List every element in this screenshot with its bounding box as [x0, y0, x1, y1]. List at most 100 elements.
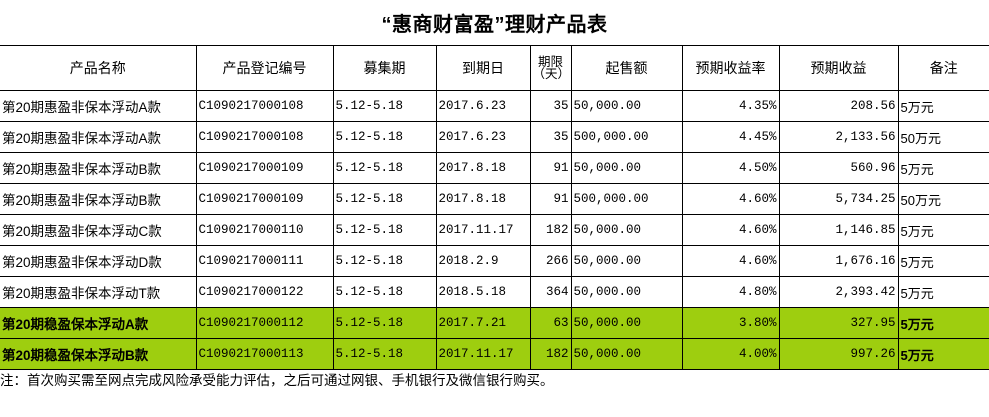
cell-note[interactable]: 5万元	[897, 90, 989, 122]
cell-expected-yield[interactable]: 2,393.42	[778, 276, 899, 308]
cell-due-date[interactable]: 2017.8.18	[435, 183, 531, 215]
cell-expected-yield[interactable]: 208.56	[778, 90, 899, 122]
cell-term[interactable]: 91	[529, 183, 572, 215]
table-row[interactable]: 第20期稳盈保本浮动B款 C1090217000113 5.12-5.18 2017.…	[0, 338, 989, 370]
cell-note[interactable]: 5万元	[897, 276, 989, 308]
cell-expected-yield[interactable]: 2,133.56	[778, 121, 899, 153]
cell-raise-period[interactable]: 5.12-5.18	[332, 214, 437, 246]
cell-expected-rate[interactable]: 3.80%	[681, 307, 780, 339]
cell-note[interactable]: 50万元	[897, 121, 989, 153]
cell-raise-period[interactable]: 5.12-5.18	[332, 307, 437, 339]
column-header-product-code[interactable]: 产品登记编号	[195, 45, 334, 91]
cell-term[interactable]: 91	[529, 152, 572, 184]
cell-term[interactable]: 35	[529, 90, 572, 122]
cell-code[interactable]: C1090217000109	[195, 183, 334, 215]
column-header-note[interactable]: 备注	[897, 45, 989, 91]
cell-expected-yield[interactable]: 1,146.85	[778, 214, 899, 246]
cell-due-date[interactable]: 2017.6.23	[435, 90, 531, 122]
cell-expected-yield[interactable]: 327.95	[778, 307, 899, 339]
cell-note[interactable]: 5万元	[897, 245, 989, 277]
cell-term[interactable]: 63	[529, 307, 572, 339]
cell-name[interactable]: 第20期惠盈非保本浮动D款	[0, 245, 197, 277]
column-header-product-name[interactable]: 产品名称	[0, 45, 197, 91]
cell-expected-yield[interactable]: 560.96	[778, 152, 899, 184]
cell-min-amount[interactable]: 50,000.00	[570, 338, 683, 370]
cell-min-amount[interactable]: 50,000.00	[570, 245, 683, 277]
cell-term[interactable]: 35	[529, 121, 572, 153]
table-row[interactable]: 第20期惠盈非保本浮动T款 C1090217000122 5.12-5.18 2018…	[0, 276, 989, 308]
cell-code[interactable]: C1090217000108	[195, 121, 334, 153]
table-row[interactable]: 第20期稳盈保本浮动A款 C1090217000112 5.12-5.18 2017.…	[0, 307, 989, 339]
cell-min-amount[interactable]: 50,000.00	[570, 276, 683, 308]
cell-expected-rate[interactable]: 4.45%	[681, 121, 780, 153]
cell-raise-period[interactable]: 5.12-5.18	[332, 338, 437, 370]
column-header-term[interactable]: 期限 （天）	[529, 45, 572, 91]
table-row[interactable]: 第20期惠盈非保本浮动A款 C1090217000108 5.12-5.18 2017…	[0, 90, 989, 122]
cell-expected-yield[interactable]: 997.26	[778, 338, 899, 370]
cell-code[interactable]: C1090217000108	[195, 90, 334, 122]
cell-due-date[interactable]: 2017.8.18	[435, 152, 531, 184]
cell-code[interactable]: C1090217000109	[195, 152, 334, 184]
cell-expected-rate[interactable]: 4.60%	[681, 214, 780, 246]
cell-name[interactable]: 第20期稳盈保本浮动A款	[0, 307, 197, 339]
column-header-expected-rate[interactable]: 预期收益率	[681, 45, 780, 91]
cell-expected-rate[interactable]: 4.00%	[681, 338, 780, 370]
cell-code[interactable]: C1090217000113	[195, 338, 334, 370]
cell-expected-yield[interactable]: 1,676.16	[778, 245, 899, 277]
cell-name[interactable]: 第20期稳盈保本浮动B款	[0, 338, 197, 370]
cell-term[interactable]: 182	[529, 338, 572, 370]
cell-name[interactable]: 第20期惠盈非保本浮动C款	[0, 214, 197, 246]
cell-raise-period[interactable]: 5.12-5.18	[332, 276, 437, 308]
table-row[interactable]: 第20期惠盈非保本浮动B款 C1090217000109 5.12-5.18 2017…	[0, 183, 989, 215]
cell-min-amount[interactable]: 500,000.00	[570, 183, 683, 215]
cell-due-date[interactable]: 2018.2.9	[435, 245, 531, 277]
cell-raise-period[interactable]: 5.12-5.18	[332, 90, 437, 122]
cell-note[interactable]: 5万元	[897, 338, 989, 370]
cell-expected-rate[interactable]: 4.50%	[681, 152, 780, 184]
cell-note[interactable]: 5万元	[897, 214, 989, 246]
cell-min-amount[interactable]: 50,000.00	[570, 214, 683, 246]
cell-min-amount[interactable]: 50,000.00	[570, 307, 683, 339]
cell-due-date[interactable]: 2017.11.17	[435, 338, 531, 370]
cell-name[interactable]: 第20期惠盈非保本浮动A款	[0, 121, 197, 153]
cell-due-date[interactable]: 2018.5.18	[435, 276, 531, 308]
cell-raise-period[interactable]: 5.12-5.18	[332, 121, 437, 153]
table-row[interactable]: 第20期惠盈非保本浮动B款 C1090217000109 5.12-5.18 2017…	[0, 152, 989, 184]
cell-term[interactable]: 266	[529, 245, 572, 277]
cell-code[interactable]: C1090217000110	[195, 214, 334, 246]
cell-min-amount[interactable]: 50,000.00	[570, 152, 683, 184]
cell-raise-period[interactable]: 5.12-5.18	[332, 183, 437, 215]
cell-due-date[interactable]: 2017.11.17	[435, 214, 531, 246]
cell-expected-rate[interactable]: 4.80%	[681, 276, 780, 308]
cell-code[interactable]: C1090217000111	[195, 245, 334, 277]
cell-due-date[interactable]: 2017.6.23	[435, 121, 531, 153]
cell-expected-rate[interactable]: 4.60%	[681, 245, 780, 277]
cell-name[interactable]: 第20期惠盈非保本浮动T款	[0, 276, 197, 308]
cell-expected-rate[interactable]: 4.35%	[681, 90, 780, 122]
cell-expected-rate[interactable]: 4.60%	[681, 183, 780, 215]
cell-name[interactable]: 第20期惠盈非保本浮动B款	[0, 183, 197, 215]
cell-code[interactable]: C1090217000122	[195, 276, 334, 308]
cell-raise-period[interactable]: 5.12-5.18	[332, 245, 437, 277]
table-row[interactable]: 第20期惠盈非保本浮动A款 C1090217000108 5.12-5.18 2017…	[0, 121, 989, 153]
column-header-due-date[interactable]: 到期日	[435, 45, 531, 91]
cell-min-amount[interactable]: 50,000.00	[570, 90, 683, 122]
cell-code[interactable]: C1090217000112	[195, 307, 334, 339]
cell-raise-period[interactable]: 5.12-5.18	[332, 152, 437, 184]
cell-due-date[interactable]: 2017.7.21	[435, 307, 531, 339]
column-header-raise-period[interactable]: 募集期	[332, 45, 437, 91]
cell-note[interactable]: 50万元	[897, 183, 989, 215]
cell-min-amount[interactable]: 500,000.00	[570, 121, 683, 153]
cell-note[interactable]: 5万元	[897, 307, 989, 339]
cell-expected-yield[interactable]: 5,734.25	[778, 183, 899, 215]
table-row[interactable]: 第20期惠盈非保本浮动D款 C1090217000111 5.12-5.18 2018…	[0, 245, 989, 277]
cell-name[interactable]: 第20期惠盈非保本浮动B款	[0, 152, 197, 184]
cell-name[interactable]: 第20期惠盈非保本浮动A款	[0, 90, 197, 122]
cell-term[interactable]: 182	[529, 214, 572, 246]
cell-term[interactable]: 364	[529, 276, 572, 308]
column-header-min-amount[interactable]: 起售额	[570, 45, 683, 91]
cell-note[interactable]: 5万元	[897, 152, 989, 184]
table-row[interactable]: 第20期惠盈非保本浮动C款 C1090217000110 5.12-5.18 2017…	[0, 214, 989, 246]
column-header-expected-yield[interactable]: 预期收益	[778, 45, 899, 91]
